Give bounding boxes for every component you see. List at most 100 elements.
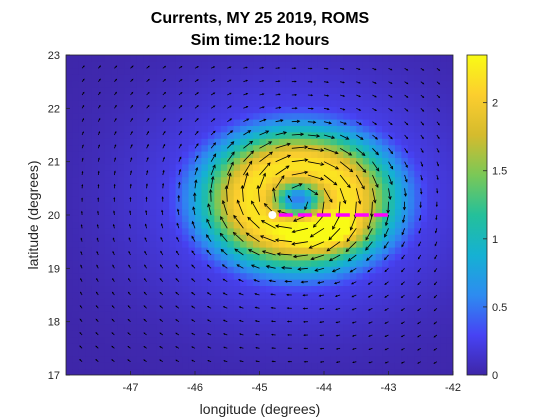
heatmap-cell — [195, 99, 203, 107]
vector-shaft — [226, 151, 235, 162]
heatmap-cell — [394, 368, 402, 375]
heatmap-cell — [104, 195, 112, 203]
heatmap-cell — [401, 247, 409, 254]
heatmap-cell — [375, 125, 383, 133]
heatmap-cell — [240, 67, 248, 75]
heatmap-cell — [414, 208, 422, 216]
heatmap-cell — [136, 93, 144, 101]
heatmap-cell — [175, 362, 183, 370]
vector-shaft — [210, 153, 217, 162]
heatmap-cell — [136, 221, 144, 229]
vector-head — [159, 318, 162, 321]
heatmap-cell — [343, 138, 351, 146]
heatmap-cell — [382, 240, 390, 248]
heatmap-cell — [440, 227, 448, 235]
heatmap-cell — [143, 362, 151, 370]
heatmap-cell — [195, 87, 203, 94]
heatmap-cell — [207, 227, 215, 235]
heatmap-cell — [136, 74, 144, 82]
vector-head — [213, 105, 216, 108]
heatmap-cell — [91, 259, 99, 267]
heatmap-cell — [136, 215, 144, 222]
vector-head — [342, 81, 345, 84]
heatmap-cell — [149, 157, 157, 165]
heatmap-cell — [98, 349, 106, 357]
heatmap-cell — [298, 93, 306, 101]
heatmap-cell — [111, 259, 119, 267]
current-vector — [79, 332, 83, 336]
heatmap-cell — [265, 99, 273, 107]
heatmap-cell — [440, 163, 448, 171]
vector-head — [319, 334, 322, 337]
current-vector — [95, 305, 99, 309]
vector-head — [239, 346, 242, 349]
vector-head — [255, 360, 258, 363]
current-vector — [80, 264, 83, 269]
heatmap-cell — [207, 291, 215, 299]
current-vector — [130, 130, 133, 136]
heatmap-cell — [440, 106, 448, 114]
current-vector — [339, 174, 351, 189]
vector-shaft — [291, 171, 308, 176]
heatmap-cell — [369, 163, 377, 171]
heatmap-cell — [265, 106, 273, 114]
heatmap-cell — [201, 330, 209, 338]
heatmap-cell — [272, 227, 280, 235]
heatmap-cell — [195, 93, 203, 101]
heatmap-cell — [188, 336, 196, 344]
heatmap-cell — [259, 221, 267, 229]
current-vector — [175, 305, 180, 309]
heatmap-cell — [427, 330, 435, 338]
heatmap-cell — [104, 253, 112, 261]
heatmap-cell — [233, 253, 241, 261]
vector-shaft — [304, 201, 309, 210]
heatmap-cell — [201, 362, 209, 370]
heatmap-cell — [375, 176, 383, 184]
heatmap-cell — [117, 240, 125, 248]
vector-shaft — [222, 200, 228, 216]
heatmap-cell — [407, 291, 415, 299]
current-vector — [291, 170, 309, 176]
heatmap-cell — [240, 311, 248, 318]
vector-head — [230, 141, 235, 146]
current-vector — [372, 188, 377, 204]
heatmap-cell — [182, 176, 190, 184]
heatmap-cell — [182, 138, 190, 146]
current-vector — [356, 81, 361, 84]
heatmap-cell — [375, 93, 383, 101]
heatmap-cell — [317, 208, 325, 216]
heatmap-cell — [278, 234, 286, 242]
heatmap-cell — [253, 355, 261, 363]
vector-head — [328, 257, 333, 262]
heatmap-cell — [220, 112, 228, 120]
current-vector — [255, 360, 260, 363]
heatmap-cell — [85, 202, 93, 210]
heatmap-cell — [311, 368, 319, 375]
heatmap-cell — [162, 253, 170, 261]
heatmap-cell — [188, 253, 196, 261]
heatmap-cell — [66, 311, 74, 318]
vector-head — [81, 197, 83, 200]
heatmap-cell — [233, 330, 241, 338]
current-vector — [419, 188, 423, 195]
vector-head — [263, 118, 267, 122]
heatmap-cell — [111, 323, 119, 331]
heatmap-cell — [440, 355, 448, 363]
vector-head — [95, 318, 98, 321]
heatmap-cell — [362, 125, 370, 133]
vector-head — [438, 109, 441, 112]
heatmap-cell — [420, 343, 428, 350]
vector-head — [438, 69, 441, 72]
heatmap-cell — [336, 362, 344, 370]
heatmap-cell — [117, 80, 125, 88]
heatmap-cell — [369, 99, 377, 107]
current-vector — [79, 305, 83, 309]
heatmap-cell — [375, 157, 383, 165]
vector-head — [343, 122, 347, 125]
heatmap-cell — [85, 112, 93, 120]
heatmap-cell — [278, 215, 286, 222]
heatmap-cell — [220, 183, 228, 190]
heatmap-cell — [356, 202, 364, 210]
vector-head — [130, 170, 132, 173]
heatmap-cell — [220, 259, 228, 267]
